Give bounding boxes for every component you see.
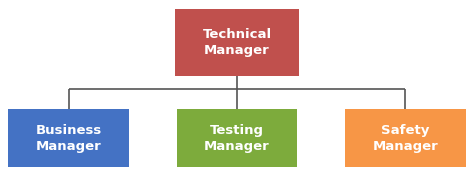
Text: Safety
Manager: Safety Manager (373, 124, 438, 153)
FancyBboxPatch shape (176, 109, 298, 167)
FancyBboxPatch shape (175, 9, 299, 76)
Text: Technical
Manager: Technical Manager (202, 28, 272, 57)
Text: Business
Manager: Business Manager (36, 124, 102, 153)
FancyBboxPatch shape (345, 109, 465, 167)
Text: Testing
Manager: Testing Manager (204, 124, 270, 153)
FancyBboxPatch shape (8, 109, 129, 167)
